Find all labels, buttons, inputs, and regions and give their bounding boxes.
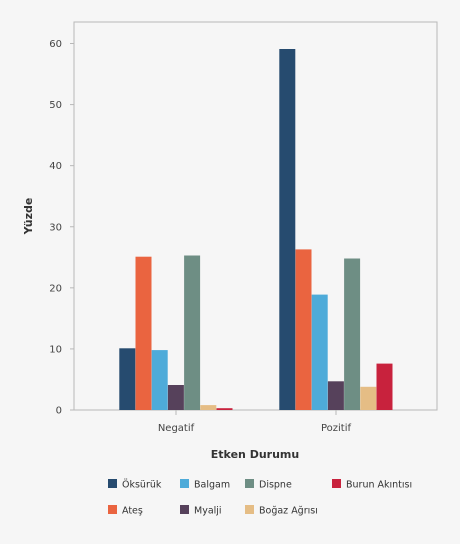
x-tick-label: Pozitif [321,423,352,434]
bar [167,385,184,410]
bar [376,363,393,410]
legend-swatch [180,505,189,514]
y-axis-ticks: 0 10 20 30 40 50 60 [49,39,74,417]
bar [200,405,217,410]
legend-swatch [245,505,254,514]
legend-swatch [108,479,117,488]
legend-label: Myalji [194,506,222,517]
y-axis-label: Yüzde [22,198,35,236]
y-tick-label: 30 [49,222,62,233]
legend-label: Öksürük [122,480,162,491]
y-tick-label: 20 [49,283,62,294]
legend-label: Boğaz Ağrısı [259,506,318,517]
bar [119,348,136,410]
legend: Öksürük Balgam Dispne Burun Akıntısı Ateş Mya… [108,479,412,517]
bar [327,381,344,410]
y-tick-label: 10 [49,344,62,355]
bar [184,255,201,410]
y-tick-label: 0 [56,406,62,417]
x-axis-ticks: Negatif Pozitif [158,410,352,434]
legend-label: Ateş [122,506,143,517]
legend-swatch [108,505,117,514]
legend-swatch [332,479,341,488]
legend-label: Dispne [259,480,292,491]
y-tick-label: 50 [49,100,62,111]
legend-swatch [180,479,189,488]
bar [360,386,377,410]
legend-label: Burun Akıntısı [346,480,412,491]
y-tick-label: 60 [49,39,62,50]
x-tick-label: Negatif [158,423,195,434]
bar [151,350,168,410]
plot-area [73,21,438,411]
x-axis-label: Etken Durumu [211,448,299,461]
bar [344,258,361,410]
bar [311,294,328,410]
legend-swatch [245,479,254,488]
legend-label: Balgam [194,480,230,491]
bar [216,408,233,410]
bar [279,49,296,410]
bar [295,249,312,410]
bar [135,256,152,410]
y-tick-label: 40 [49,161,62,172]
bars [119,49,393,410]
